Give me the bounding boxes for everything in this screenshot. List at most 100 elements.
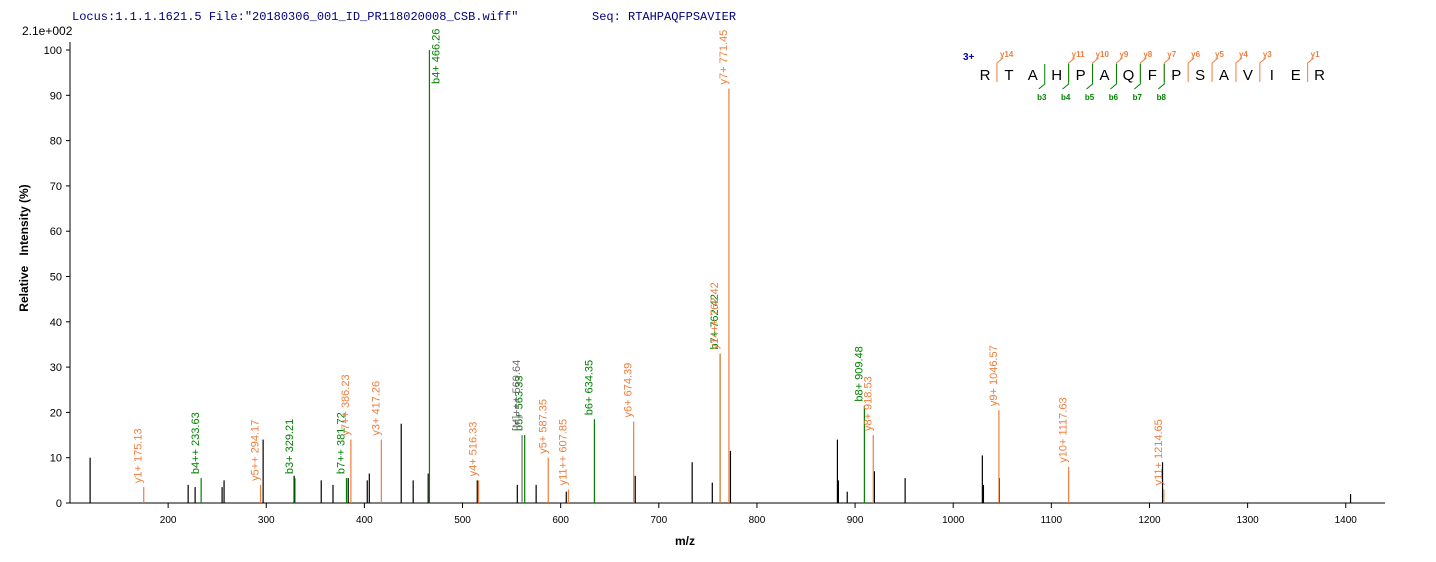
y-ion-mark [1259,57,1267,82]
y-tick-label: 40 [50,317,62,329]
residue: I [1270,67,1274,84]
y-ion-label: y6 [1191,50,1200,59]
peak-label: b3+ 329.21 [284,419,296,474]
x-tick-label: 800 [749,515,766,526]
residue: R [1314,67,1325,84]
residue: V [1243,67,1253,84]
y-ion-label: y9 [1119,50,1128,59]
b-ion-mark [1062,64,1070,90]
peak-label: b5+ 563.33 [514,376,526,431]
peak-label: b4++ 233.63 [190,412,202,474]
peak-label: y3+ 417.26 [370,381,382,436]
x-tick-label: 300 [258,515,275,526]
b-ion-label: b5 [1085,93,1095,102]
b-ion-mark [1110,64,1117,90]
x-tick-label: 200 [160,515,177,526]
peak-label: b4+ 466.26 [430,29,442,84]
x-tick-label: 1300 [1236,515,1259,526]
x-axis-label: m/z [675,534,695,548]
peak-label: b7++ 381.72 [335,412,347,474]
y-ion-label: y11 [1072,50,1085,59]
y-tick-label: 30 [50,362,62,374]
peak-label: y14++ 762.42 [709,282,721,349]
y-ion-mark [1211,57,1219,82]
y-tick-label: 90 [50,90,62,102]
y-tick-label: 100 [44,45,62,57]
sequence-header: Seq: RTAHPAQFPSAVIER [592,10,736,24]
peak-label: y4+ 516.33 [468,422,480,477]
x-tick-label: 500 [454,515,471,526]
b-ion-label: b4 [1061,93,1071,102]
y-tick-label: 80 [50,136,62,148]
x-tick-label: 1100 [1041,515,1063,526]
y-tick-label: 20 [50,407,62,419]
peak-label: y5++ 294.17 [250,420,262,481]
peak-label: y7+ 771.45 [718,30,730,85]
peak-label: [M]+++ 560.64 [511,360,523,431]
b-ion-label: b6 [1109,93,1119,102]
y-ion-mark [1187,57,1195,82]
y-ion-label: y10 [1096,50,1110,59]
y-max-label: 2.1e+002 [22,24,73,38]
y-ion-mark [996,57,1004,82]
peak-label: y7++ 386.23 [340,374,352,435]
peak-label: y11++ 607.85 [557,419,569,485]
y-ion-label: y3 [1263,50,1272,59]
x-tick-label: 1400 [1335,515,1358,526]
peak-label: y6+ 674.39 [623,363,635,418]
charge: 3+ [963,52,975,63]
y-ion-mark [1068,57,1075,82]
residue: Q [1123,67,1135,84]
residue: F [1148,67,1157,84]
y-tick-label: 10 [50,453,62,465]
peak-label: b8+ 909.48 [853,346,865,401]
y-axis-label: Relative Intensity (%) [17,184,31,311]
y-ion-label: y4 [1239,50,1248,59]
x-tick-label: 400 [356,515,373,526]
y-ion-mark [1235,57,1243,82]
y-ion-label: y5 [1215,50,1224,59]
residue: P [1171,67,1181,84]
y-tick-label: 60 [50,226,62,238]
residue: R [980,67,991,84]
peak-label: b6+ 634.35 [583,360,595,415]
residue: A [1099,67,1109,84]
residue: T [1004,67,1013,84]
y-ion-label: y7 [1167,50,1176,59]
y-ion-mark [1115,57,1123,82]
x-tick-label: 700 [650,515,667,526]
peak-label: y10+ 1117.63 [1058,397,1070,462]
b-ion-label: b7 [1133,93,1143,102]
x-tick-label: 900 [847,515,864,526]
peak-label: b7+ 762.42 [709,294,721,349]
b-ion-mark [1086,64,1094,90]
y-ion-label: y1 [1311,50,1320,59]
b-ion-mark [1134,64,1141,90]
x-tick-label: 1200 [1138,515,1161,526]
peak-label: y8+ 918.53 [862,376,874,431]
y-ion-label: y8 [1143,50,1152,59]
residue: A [1219,67,1229,84]
b-ion-label: b8 [1157,93,1167,102]
y-ion-label: y14 [1000,50,1014,59]
x-tick-label: 1000 [942,515,965,526]
residue: A [1028,67,1038,84]
b-ion-mark [1038,64,1046,90]
peak-label: y11+ 1214.65 [1153,419,1165,485]
peak-label: y5+ 587.35 [537,399,549,454]
b-ion-mark [1157,64,1165,90]
residue: P [1076,67,1086,84]
y-ion-mark [1092,57,1099,82]
y-ion-mark [1139,57,1147,82]
y-tick-label: 0 [56,498,62,510]
peak-label: y1+ 175.13 [133,428,145,483]
y-ion-mark [1163,57,1171,82]
x-tick-label: 600 [552,515,569,526]
locus: Locus:1.1.1.1621.5 File:"20180306_001_ID… [72,10,518,24]
residue: S [1195,67,1205,84]
b-ion-label: b3 [1037,93,1047,102]
y-tick-label: 70 [50,181,62,193]
peak-label: y9+ 1046.57 [988,345,1000,406]
